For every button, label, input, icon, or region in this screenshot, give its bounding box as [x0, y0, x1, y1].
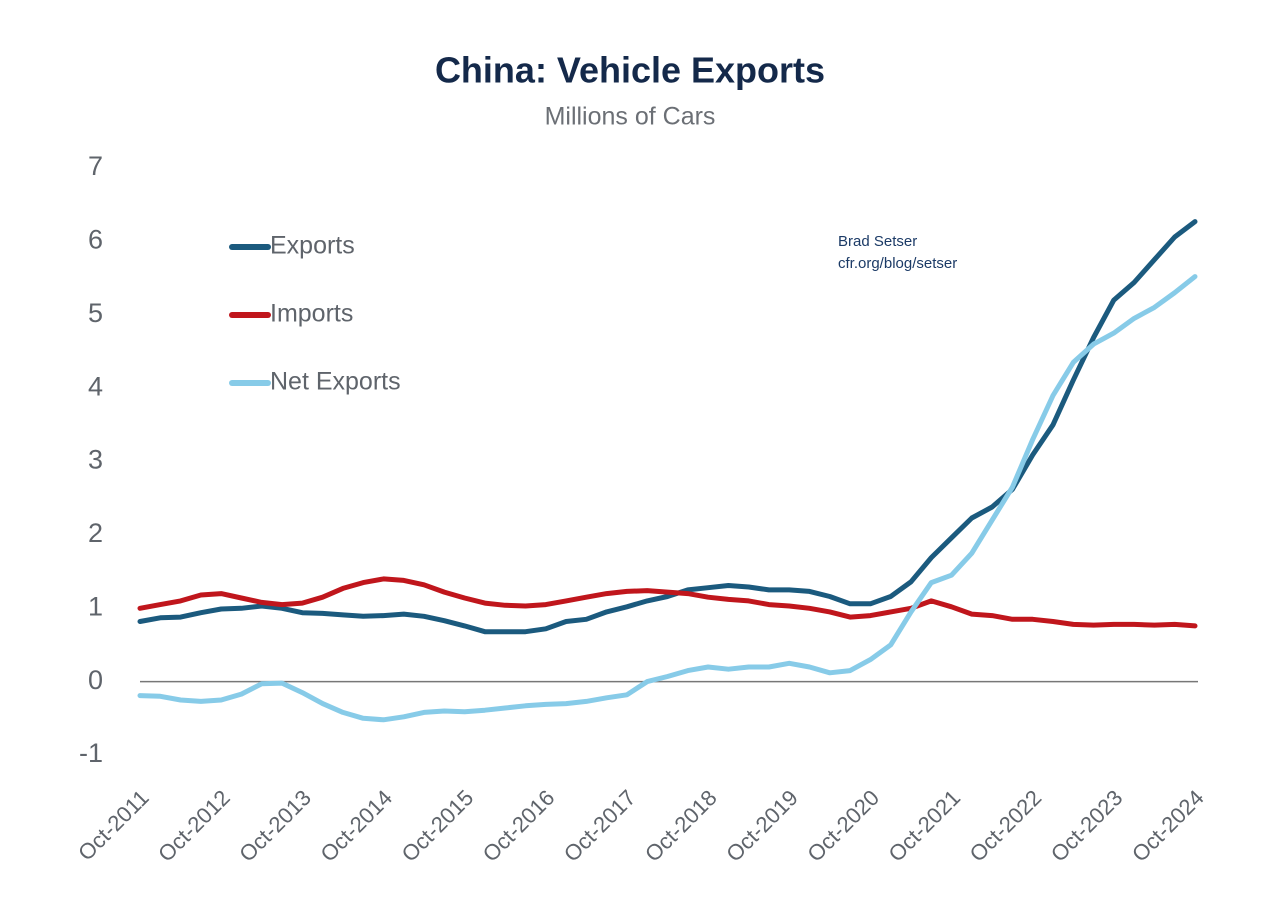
y-tick-label: 3 [88, 445, 103, 475]
x-tick-label: Oct-2016 [478, 785, 560, 867]
series-line [137, 219, 1198, 635]
x-tick-label: Oct-2018 [640, 785, 722, 867]
y-tick-label: 7 [88, 151, 103, 181]
y-tick-label: 0 [88, 665, 103, 695]
chart-subtitle: Millions of Cars [545, 103, 716, 131]
legend-label: Net Exports [270, 368, 401, 396]
annotation: Brad Setser [838, 233, 917, 250]
x-tick-label: Oct-2019 [721, 785, 803, 867]
x-tick-label: Oct-2011 [73, 785, 154, 866]
chart-title: China: Vehicle Exports [435, 50, 825, 91]
x-tick-label: Oct-2013 [234, 785, 316, 867]
y-tick-label: -1 [79, 738, 103, 768]
x-tick-label: Oct-2024 [1127, 785, 1209, 867]
y-tick-label: 4 [88, 371, 103, 401]
y-tick-label: 6 [88, 225, 103, 255]
series-line [137, 274, 1198, 723]
annotation: cfr.org/blog/setser [838, 255, 957, 272]
y-tick-label: 2 [88, 518, 103, 548]
x-tick-label: Oct-2023 [1046, 785, 1128, 867]
x-tick-label: Oct-2022 [965, 785, 1047, 867]
legend-label: Imports [270, 300, 353, 328]
x-tick-label: Oct-2020 [802, 785, 884, 867]
x-tick-label: Oct-2014 [315, 785, 397, 867]
x-tick-label: Oct-2015 [397, 785, 479, 867]
y-tick-label: 1 [88, 591, 103, 621]
x-tick-label: Oct-2017 [559, 785, 641, 867]
series-line [137, 576, 1198, 629]
x-tick-label: Oct-2021 [884, 785, 966, 867]
legend-label: Exports [270, 232, 355, 260]
x-tick-label: Oct-2012 [153, 785, 235, 867]
y-tick-label: 5 [88, 298, 103, 328]
